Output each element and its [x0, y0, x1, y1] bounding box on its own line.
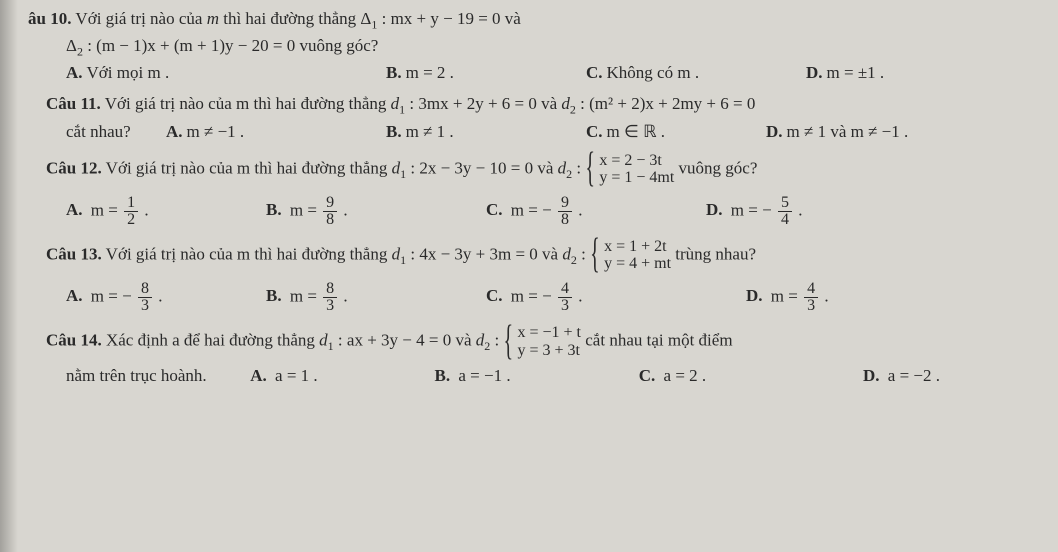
q11-options: cắt nhau? A.m ≠ −1 . B.m ≠ 1 . C.m ∈ ℝ .…	[66, 121, 1044, 144]
q14-optA: A. a = 1 .	[250, 365, 430, 388]
q11-label: Câu 11.	[46, 94, 101, 113]
q10-d1: Δ	[360, 9, 371, 28]
q10-eq1: : mx + y − 19 = 0 và	[377, 9, 521, 28]
q14-system: x = −1 + ty = 3 + 3t	[503, 324, 581, 359]
q14-label: Câu 14.	[46, 330, 102, 349]
q12-system: x = 2 − 3ty = 1 − 4mt	[585, 152, 674, 187]
q10-eq2: : (m − 1)x + (m + 1)y − 20 = 0 vuông góc…	[83, 36, 378, 55]
q13-optA: A. m = − 83 .	[66, 281, 266, 314]
q10-options: A.Với mọi m . B.m = 2 . C.Không có m . D…	[66, 62, 1044, 85]
q10-optB: B.m = 2 .	[386, 62, 586, 85]
q10-text1b: thì hai đường thẳng	[219, 9, 360, 28]
q10-optC: C.Không có m .	[586, 62, 806, 85]
q11-line1: Câu 11. Với giá trị nào của m thì hai đư…	[46, 93, 1044, 118]
q13-optD: D. m = 43 .	[746, 281, 829, 314]
q13-optC: C. m = − 43 .	[486, 281, 746, 314]
q12-optB: B. m = 98 .	[266, 195, 486, 228]
q14-optB: B. a = −1 .	[435, 365, 635, 388]
q12-line1: Câu 12. Với giá trị nào của m thì hai đư…	[46, 152, 1044, 187]
q11-optC: C.m ∈ ℝ .	[586, 121, 766, 144]
q14-line2: nằm trên trục hoành. A. a = 1 . B. a = −…	[66, 365, 1044, 388]
q11-optD: D.m ≠ 1 và m ≠ −1 .	[766, 121, 908, 144]
q13-line1: Câu 13. Với giá trị nào của m thì hai đư…	[46, 238, 1044, 273]
q14-optD: D. a = −2 .	[863, 365, 940, 388]
q11-optA: A.m ≠ −1 .	[166, 121, 386, 144]
q11-text: Với giá trị nào của m thì hai đường thẳn…	[101, 94, 391, 113]
q12-options: A. m = 12 . B. m = 98 . C. m = − 98 . D.…	[66, 195, 1044, 228]
q10-optD: D.m = ±1 .	[806, 62, 884, 85]
q12-label: Câu 12.	[46, 158, 102, 177]
q14-optC: C. a = 2 .	[639, 365, 859, 388]
q13-label: Câu 13.	[46, 244, 102, 263]
q10-line2: Δ2 : (m − 1)x + (m + 1)y − 20 = 0 vuông …	[66, 35, 1044, 60]
q13-optB: B. m = 83 .	[266, 281, 486, 314]
q14-line1: Câu 14. Xác định a để hai đường thẳng d1…	[46, 324, 1044, 359]
q13-system: x = 1 + 2ty = 4 + mt	[590, 238, 671, 273]
q10-d2: Δ	[66, 36, 77, 55]
exam-page: âu 10. Với giá trị nào của m thì hai đườ…	[0, 0, 1058, 396]
q11-optB: B.m ≠ 1 .	[386, 121, 586, 144]
q10-text1a: Với giá trị nào của	[75, 9, 206, 28]
q10-label: âu 10.	[28, 9, 71, 28]
q12-optC: C. m = − 98 .	[486, 195, 706, 228]
q12-optD: D. m = − 54 .	[706, 195, 802, 228]
q11-cat: cắt nhau?	[66, 121, 166, 144]
q10-line1: âu 10. Với giá trị nào của m thì hai đườ…	[28, 8, 1044, 33]
q10-m: m	[207, 9, 219, 28]
q13-options: A. m = − 83 . B. m = 83 . C. m = − 43 . …	[66, 281, 1044, 314]
q12-optA: A. m = 12 .	[66, 195, 266, 228]
q10-optA: A.Với mọi m .	[66, 62, 386, 85]
